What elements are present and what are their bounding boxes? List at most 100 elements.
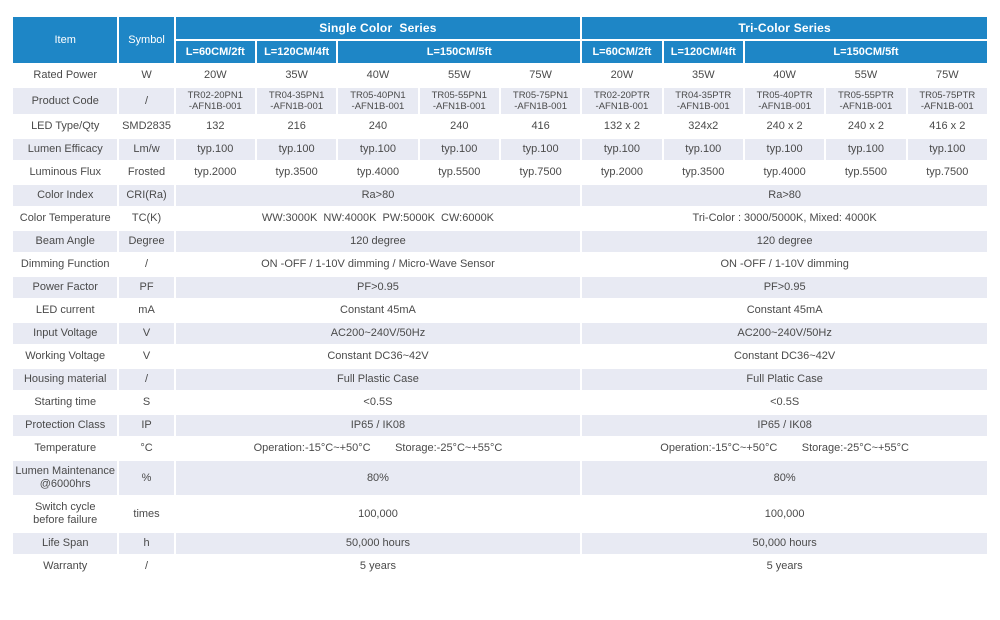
table-row: Product Code / TR02-20PN1 -AFN1B-001 TR04-3…: [13, 88, 987, 114]
row-symbol: IP: [119, 415, 174, 436]
spec-value-cell: Constant 45mA: [175, 300, 581, 321]
spec-value-cell: 216: [256, 116, 337, 137]
table-row: Protection Class IP IP65 / IK08 IP65 / IK08: [13, 415, 987, 436]
row-label: Housing material: [13, 369, 118, 390]
spec-value-cell: typ.7500: [500, 162, 581, 183]
section-header-tri-color: Tri-Color Series: [582, 17, 987, 39]
table-row: Color Temperature TC(K) WW:3000K NW:4000K …: [13, 208, 987, 229]
spec-value-cell: 35W: [256, 65, 337, 86]
row-label: Input Voltage: [13, 323, 118, 344]
header-row-series: Item Symbol Single Color Series Tri-Colo…: [13, 17, 987, 63]
spec-value-cell: PF>0.95: [175, 277, 581, 298]
row-symbol: /: [119, 556, 174, 577]
spec-value-cell: typ.3500: [256, 162, 337, 183]
spec-value-cell: typ.5500: [419, 162, 499, 183]
header-row-lengths: L=60CM/2ft L=120CM/4ft L=150CM/5ft L=60C…: [13, 41, 987, 63]
spec-value-cell: typ.100: [826, 139, 906, 160]
spec-value-cell: 416: [500, 116, 581, 137]
spec-value-cell: 20W: [175, 65, 255, 86]
subheader-tri-120cm: L=120CM/4ft: [663, 41, 743, 63]
spec-value-cell: 75W: [907, 65, 987, 86]
table-row: Life Span h 50,000 hours 50,000 hours: [13, 533, 987, 554]
spec-value-cell: typ.2000: [175, 162, 255, 183]
subheader-tri-150cm: L=150CM/5ft: [744, 41, 987, 63]
spec-value-cell: <0.5S: [582, 392, 987, 413]
table-row: LED Type/Qty SMD2835 132 216 240 240 416 132 x …: [13, 116, 987, 137]
column-header-symbol: Symbol: [119, 17, 174, 63]
spec-value-cell: typ.100: [338, 139, 418, 160]
spec-value-cell: 5 years: [582, 556, 987, 577]
spec-table: Item Symbol Single Color Series Tri-Colo…: [11, 15, 989, 579]
row-label: Dimming Function: [13, 254, 118, 275]
spec-value-cell: typ.100: [256, 139, 337, 160]
row-label: Beam Angle: [13, 231, 118, 252]
spec-value-cell: 240 x 2: [826, 116, 906, 137]
subheader-tri-60cm: L=60CM/2ft: [582, 41, 662, 63]
row-symbol: CRI(Ra): [119, 185, 174, 206]
spec-value-cell: typ.7500: [907, 162, 987, 183]
row-symbol: /: [119, 88, 174, 114]
spec-value-cell: typ.100: [419, 139, 499, 160]
row-label: Product Code: [13, 88, 118, 114]
spec-value-cell: <0.5S: [175, 392, 581, 413]
row-symbol: SMD2835: [119, 116, 174, 137]
table-row: Lumen Maintenance @6000hrs% 80% 80%: [13, 461, 987, 495]
row-label: Lumen Efficacy: [13, 139, 118, 160]
table-row: Temperature °C Operation:-15°C~+50°C Stora…: [13, 438, 987, 459]
spec-value-cell: typ.2000: [582, 162, 662, 183]
spec-value-cell: ON -OFF / 1-10V dimming: [582, 254, 987, 275]
row-symbol: Lm/w: [119, 139, 174, 160]
subheader-single-120cm: L=120CM/4ft: [256, 41, 337, 63]
spec-value-cell: 240: [419, 116, 499, 137]
row-symbol: V: [119, 323, 174, 344]
row-symbol: S: [119, 392, 174, 413]
row-label: Color Temperature: [13, 208, 118, 229]
spec-value-cell: 132: [175, 116, 255, 137]
spec-value-cell: TR05-55PTR -AFN1B-001: [826, 88, 906, 114]
spec-value-cell: TR04-35PN1 -AFN1B-001: [256, 88, 337, 114]
spec-value-cell: typ.3500: [663, 162, 743, 183]
spec-value-cell: Full Plastic Case: [175, 369, 581, 390]
table-row: Power Factor PF PF>0.95 PF>0.95: [13, 277, 987, 298]
spec-value-cell: 55W: [419, 65, 499, 86]
row-symbol: °C: [119, 438, 174, 459]
section-header-single-color: Single Color Series: [175, 17, 581, 39]
spec-value-cell: Full Platic Case: [582, 369, 987, 390]
spec-sheet: Item Symbol Single Color Series Tri-Colo…: [11, 15, 989, 579]
row-symbol: Degree: [119, 231, 174, 252]
spec-value-cell: TR05-40PN1 -AFN1B-001: [338, 88, 418, 114]
spec-value-cell: 240: [338, 116, 418, 137]
spec-value-cell: ON -OFF / 1-10V dimming / Micro-Wave Sen…: [175, 254, 581, 275]
spec-value-cell: TR05-40PTR -AFN1B-001: [744, 88, 825, 114]
row-label: Switch cycle before failure: [13, 497, 118, 531]
spec-value-cell: 120 degree: [582, 231, 987, 252]
spec-value-cell: Operation:-15°C~+50°C Storage:-25°C~+55°…: [175, 438, 581, 459]
spec-value-cell: TR05-75PTR -AFN1B-001: [907, 88, 987, 114]
spec-value-cell: 35W: [663, 65, 743, 86]
table-row: Lumen Efficacy Lm/w typ.100 typ.100 typ.100 t…: [13, 139, 987, 160]
spec-value-cell: AC200~240V/50Hz: [175, 323, 581, 344]
spec-value-cell: 100,000: [175, 497, 581, 531]
table-row: Switch cycle before failure times 100,000 1…: [13, 497, 987, 531]
row-label: Color Index: [13, 185, 118, 206]
spec-value-cell: IP65 / IK08: [582, 415, 987, 436]
spec-value-cell: TR05-55PN1 -AFN1B-001: [419, 88, 499, 114]
row-label: Luminous Flux: [13, 162, 118, 183]
row-symbol: %: [119, 461, 174, 495]
spec-value-cell: 324x2: [663, 116, 743, 137]
row-label: Power Factor: [13, 277, 118, 298]
table-row: Rated Power W 20W 35W 40W 55W 75W 20W 35W 40W 55W 7…: [13, 65, 987, 86]
spec-value-cell: Constant DC36~42V: [582, 346, 987, 367]
subheader-single-60cm: L=60CM/2ft: [175, 41, 255, 63]
subheader-single-150cm: L=150CM/5ft: [338, 41, 581, 63]
table-row: Input Voltage V AC200~240V/50Hz AC200~240V/…: [13, 323, 987, 344]
spec-value-cell: WW:3000K NW:4000K PW:5000K CW:6000K: [175, 208, 581, 229]
spec-value-cell: 75W: [500, 65, 581, 86]
spec-value-cell: Operation:-15°C~+50°C Storage:-25°C~+55°…: [582, 438, 987, 459]
table-row: Working Voltage V Constant DC36~42V Constan…: [13, 346, 987, 367]
spec-value-cell: 240 x 2: [744, 116, 825, 137]
spec-value-cell: 40W: [338, 65, 418, 86]
spec-value-cell: Ra>80: [175, 185, 581, 206]
spec-value-cell: 100,000: [582, 497, 987, 531]
table-row: Luminous Flux Frosted typ.2000 typ.3500 typ.…: [13, 162, 987, 183]
